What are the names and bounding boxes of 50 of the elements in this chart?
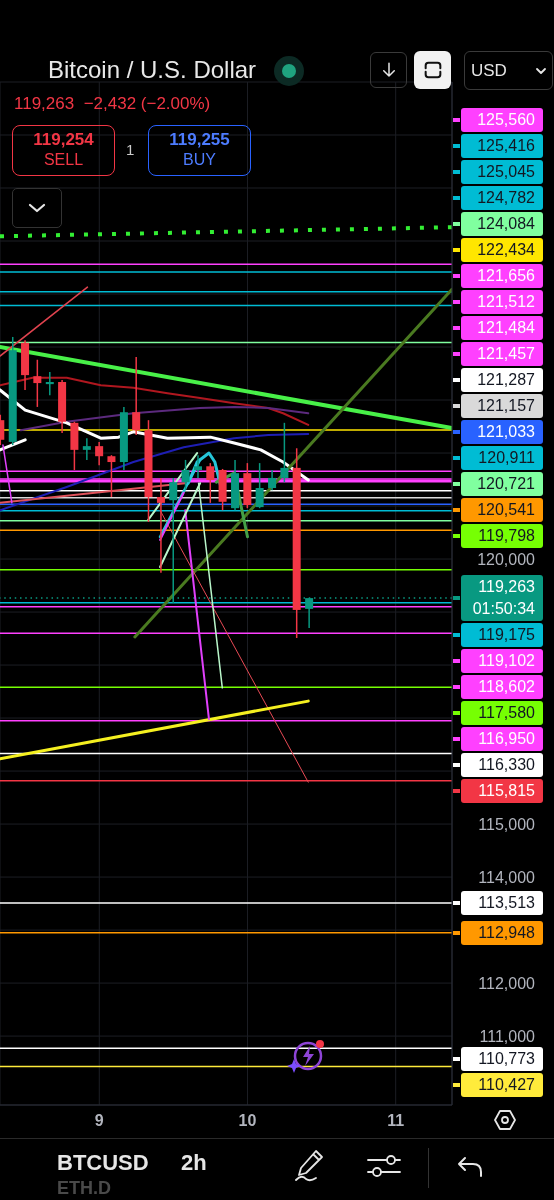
text: 119,263 −2,432 (−2.00%) [14, 94, 211, 113]
ref-line-label: 113,513 [478, 893, 535, 911]
text: BTCUSD [57, 1150, 149, 1175]
legend-label: 110,427 [478, 1076, 535, 1094]
legend-label: 119,798 [478, 527, 535, 545]
legend-label: 117,580 [478, 704, 535, 722]
legend-label: 121,287 [477, 371, 535, 389]
y-tick-label: 114,000 [478, 868, 536, 886]
y-tick-label: 120,000 [477, 550, 536, 568]
annotation: 119,255 [169, 130, 230, 149]
x-tick-label: 9 [94, 1111, 104, 1129]
annotation: 119,254 [33, 130, 94, 149]
legend-label: 121,033 [477, 423, 535, 441]
legend-label: 118,602 [478, 678, 535, 696]
buy-button: 119,255 BUY [148, 125, 251, 176]
legend-label: 122,434 [477, 241, 535, 259]
y-tick-label: 115,000 [478, 815, 536, 833]
legend-label: 120,721 [477, 475, 535, 493]
legend-label: 120,541 [477, 501, 535, 519]
legend-label: 121,457 [477, 345, 535, 363]
legend-label: 125,416 [477, 137, 535, 155]
chart-title: Bitcoin / U.S. Dollar [48, 56, 257, 83]
ref-line-label: 115,815 [478, 782, 535, 800]
legend-label: 125,045 [477, 163, 535, 181]
sell-button: 119,254 SELL [12, 125, 115, 176]
annotation: 1 [126, 141, 135, 158]
x-tick-label: 11 [387, 1111, 405, 1129]
currency-dropdown: USD [464, 51, 553, 90]
legend-label: 121,484 [477, 319, 535, 337]
ref-line-label: 119,263 01:50:34 [472, 578, 535, 618]
legend-label: 121,157 [477, 397, 535, 415]
legend-label: 124,084 [477, 215, 535, 233]
text: 2h [181, 1150, 207, 1175]
annotation: SELL [43, 151, 84, 168]
ref-line-label: 110,773 [478, 1050, 535, 1068]
annotation: BUY [183, 151, 216, 168]
ref-line-label: 112,948 [478, 923, 535, 941]
legend-label: 119,175 [478, 626, 535, 644]
legend-label: 120,911 [478, 449, 535, 467]
legend-label: 121,656 [477, 267, 535, 285]
y-tick-label: 111,000 [479, 1027, 536, 1045]
legend-label: 119,102 [478, 652, 535, 670]
legend-label: 125,560 [477, 111, 535, 129]
legend-label: 124,782 [477, 189, 535, 207]
text: ETH.D [57, 1178, 111, 1198]
legend-label: 121,512 [477, 293, 535, 311]
x-tick-label: 10 [238, 1111, 257, 1129]
ref-line-label: 116,330 [478, 756, 535, 774]
legend-label: 116,950 [478, 730, 535, 748]
y-tick-label: 112,000 [478, 974, 536, 992]
